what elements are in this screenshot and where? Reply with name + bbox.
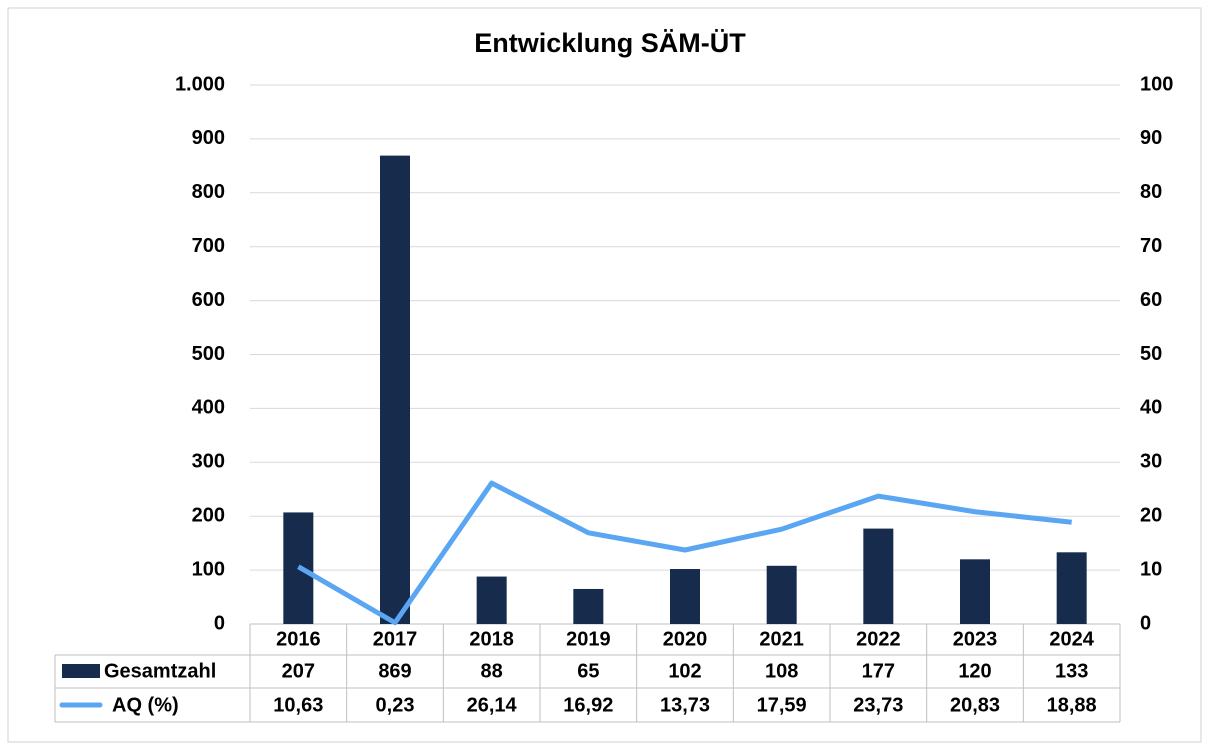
x-tick-label: 2017	[373, 628, 418, 650]
y-tick-label: 700	[192, 235, 225, 257]
y2-tick-label: 90	[1140, 127, 1162, 149]
bar	[476, 576, 507, 624]
table-value: 17,59	[757, 694, 807, 716]
table-value: 108	[765, 660, 798, 682]
table-value: 18,88	[1047, 694, 1097, 716]
table-value: 177	[862, 660, 895, 682]
y-tick-label: 500	[192, 343, 225, 365]
y2-tick-label: 100	[1140, 73, 1173, 95]
y2-tick-label: 0	[1140, 612, 1151, 634]
x-tick-label: 2024	[1049, 628, 1094, 650]
legend-label: Gesamtzahl	[104, 660, 216, 682]
y2-tick-label: 50	[1140, 343, 1162, 365]
x-tick-label: 2023	[953, 628, 998, 650]
bar	[960, 559, 990, 624]
y2-tick-label: 30	[1140, 451, 1162, 473]
bar	[863, 528, 894, 624]
table-value: 133	[1055, 660, 1088, 682]
y2-tick-label: 60	[1140, 289, 1162, 311]
bar	[380, 155, 410, 624]
x-tick-label: 2021	[759, 628, 804, 650]
table-value: 102	[668, 660, 701, 682]
table-value: 88	[481, 660, 503, 682]
table-value: 207	[282, 660, 315, 682]
bar	[1056, 552, 1087, 624]
x-tick-label: 2016	[276, 628, 321, 650]
y-tick-label: 800	[192, 181, 225, 203]
table-value: 0,23	[376, 694, 415, 716]
y2-tick-label: 80	[1140, 181, 1162, 203]
y2-tick-label: 40	[1140, 397, 1162, 419]
x-tick-label: 2020	[663, 628, 708, 650]
table-value: 26,14	[467, 694, 518, 716]
y-tick-label: 200	[192, 504, 225, 526]
table-value: 65	[577, 660, 599, 682]
table-value: 16,92	[563, 694, 613, 716]
table-value: 10,63	[273, 694, 323, 716]
line	[297, 480, 1072, 626]
y-tick-label: 300	[192, 451, 225, 473]
table-value: 20,83	[950, 694, 1000, 716]
y-tick-label: 900	[192, 127, 225, 149]
chart-border	[7, 7, 1202, 743]
legend-label: AQ (%)	[112, 694, 179, 716]
y-tick-label: 600	[192, 289, 225, 311]
y-tick-label: 0	[214, 612, 225, 634]
table-value: 23,73	[853, 694, 903, 716]
table-value: 869	[378, 660, 411, 682]
x-tick-label: 2022	[856, 628, 901, 650]
bar	[766, 565, 797, 624]
y-tick-label: 1.000	[175, 73, 225, 95]
legend-key	[62, 664, 100, 678]
y-tick-label: 100	[192, 558, 225, 580]
bar	[573, 588, 604, 624]
y2-tick-label: 20	[1140, 504, 1162, 526]
y2-tick-label: 70	[1140, 235, 1162, 257]
table-value: 120	[958, 660, 991, 682]
x-tick-label: 2019	[566, 628, 611, 650]
y2-tick-label: 10	[1140, 558, 1162, 580]
y-tick-label: 400	[192, 397, 225, 419]
table-value: 13,73	[660, 694, 710, 716]
bar	[670, 569, 700, 624]
chart-title: Entwicklung SÄM-ÜT	[474, 28, 746, 58]
x-tick-label: 2018	[469, 628, 514, 650]
